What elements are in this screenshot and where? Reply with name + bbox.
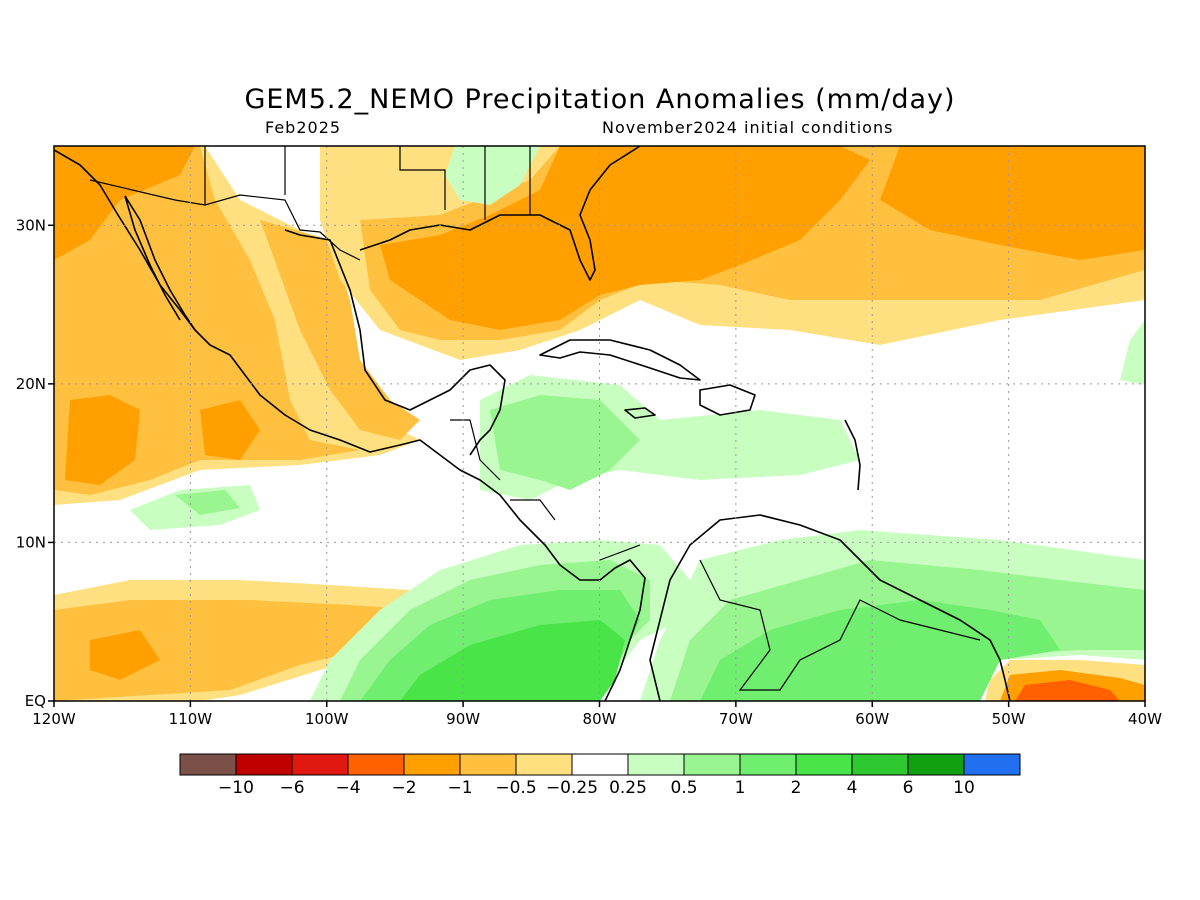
- colorbar-swatch: [347, 753, 405, 776]
- border-us-states: [204, 146, 531, 220]
- anomaly-florida-green: [445, 146, 540, 205]
- colorbar-swatch: [795, 753, 853, 776]
- valid-month-label: Feb2025: [265, 118, 342, 137]
- border-us-mexico: [89, 179, 361, 261]
- colorbar-label: −0.5: [495, 778, 536, 798]
- lat-tick-label: 20N: [16, 375, 46, 393]
- anomaly-pacific-green-small-core: [175, 490, 240, 515]
- lon-tick-label: 60W: [855, 710, 889, 728]
- coastline-south-america: [649, 514, 1011, 701]
- colorbar-swatch: [403, 753, 461, 776]
- colorbar-swatch: [739, 753, 797, 776]
- colorbar-swatch: [683, 753, 741, 776]
- anomaly-mexico-orange: [260, 220, 420, 440]
- anomaly-caribbean-green: [490, 395, 640, 490]
- colorbar: −10 −6 −4 −2 −1 −0.5 −0.25 0.25 0.5 1 2 4 6 10: [179, 753, 1021, 798]
- colorbar-label: 1: [735, 778, 746, 798]
- initial-conditions-label: November2024 initial conditions: [602, 118, 894, 137]
- lon-tick-label: 50W: [992, 710, 1026, 728]
- anomaly-pacific-orange-west: [65, 395, 140, 485]
- colorbar-label: 10: [953, 778, 975, 798]
- gridlines: [54, 146, 1145, 701]
- coastline-baja: [124, 195, 196, 331]
- coastline-jamaica: [624, 407, 656, 419]
- anomaly-east-pacific-green-core: [400, 620, 625, 701]
- coastline-gulf: [284, 229, 506, 456]
- colorbar-label: −4: [335, 778, 360, 798]
- colorbar-swatch: [907, 753, 965, 776]
- colorbar-swatch: [851, 753, 909, 776]
- coastline-cuba: [539, 339, 701, 381]
- colorbar-swatch: [963, 753, 1021, 776]
- colorbar-label: −2: [391, 778, 416, 798]
- lat-tick-label: 30N: [16, 216, 46, 234]
- lon-tick-label: 120W: [32, 710, 76, 728]
- colorbar-label: 0.5: [670, 778, 697, 798]
- anomaly-atlantic-orange-core: [880, 146, 1145, 260]
- colorbar-label: −0.25: [546, 778, 598, 798]
- lon-tick-label: 70W: [719, 710, 753, 728]
- colorbar-label: 0.25: [609, 778, 647, 798]
- colorbar-swatch: [235, 753, 293, 776]
- colorbar-swatch: [571, 753, 629, 776]
- anomaly-pacific-orange-sw2: [54, 600, 420, 701]
- lat-tick-label: EQ: [25, 692, 46, 710]
- lon-tick-label: 80W: [583, 710, 617, 728]
- colorbar-label: 2: [791, 778, 802, 798]
- lon-tick-label: 110W: [169, 710, 213, 728]
- coastlines: [54, 146, 1011, 701]
- coastline-hispaniola: [699, 384, 756, 416]
- anomaly-brazil-red: [1015, 680, 1120, 701]
- colorbar-label: −10: [218, 778, 254, 798]
- colorbar-swatch: [291, 753, 349, 776]
- axis-ticks: 120W 110W 100W 90W 80W 70W 60W 50W 40W EQ 10N 20N 30…: [16, 216, 1162, 728]
- anomaly-gulf-orange-core: [380, 146, 870, 330]
- anomaly-pacific-orange-sw3: [90, 630, 160, 680]
- anomaly-pacific-orange-mid: [200, 400, 260, 460]
- colorbar-label: −6: [279, 778, 304, 798]
- colorbar-label: 6: [903, 778, 914, 798]
- map-area: [54, 146, 1145, 701]
- anomaly-west-atlantic-green: [1120, 320, 1145, 385]
- colorbar-swatch: [459, 753, 517, 776]
- lon-tick-label: 40W: [1128, 710, 1162, 728]
- dry-anomaly-fields: [54, 146, 1145, 701]
- coastline-us-gulf: [359, 146, 641, 281]
- coastline-mexico-pacific: [54, 149, 646, 701]
- colorbar-swatch: [627, 753, 685, 776]
- colorbar-label: 4: [847, 778, 858, 798]
- colorbar-swatch: [179, 753, 237, 776]
- lat-tick-label: 10N: [16, 533, 46, 551]
- page-title: GEM5.2_NEMO Precipitation Anomalies (mm/…: [244, 84, 956, 115]
- political-borders: [89, 146, 981, 691]
- colorbar-label: −1: [447, 778, 472, 798]
- border-south-america: [699, 559, 981, 691]
- colorbar-swatch: [515, 753, 573, 776]
- coastline-lesser-antilles: [844, 419, 861, 491]
- lon-tick-label: 100W: [305, 710, 349, 728]
- border-central-america: [450, 419, 641, 561]
- lon-tick-label: 90W: [446, 710, 480, 728]
